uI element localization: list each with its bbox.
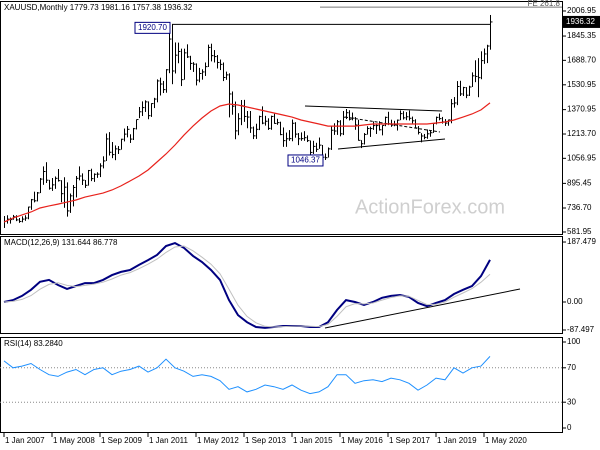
x-tick-label: 1 Jan 2011: [149, 436, 189, 445]
macd-title: MACD(12,26,9) 131.644 86.778: [4, 238, 118, 247]
y-tick-label: 1370.95: [567, 105, 596, 114]
x-tick-label: 1 Sep 2009: [101, 436, 142, 445]
y-tick-label: 581.95: [567, 227, 592, 236]
x-tick-label: 1 May 2012: [197, 436, 239, 445]
annotation-box: [287, 154, 324, 167]
x-tick-label: 1 Jan 2015: [293, 436, 333, 445]
y-tick-label: 70: [567, 363, 576, 372]
y-tick-label: 1845.35: [567, 31, 596, 40]
x-tick-label: 1 May 2016: [341, 436, 383, 445]
y-tick-label: 187.479: [567, 237, 596, 246]
macd-line: [3, 242, 491, 329]
x-tick-label: 1 Sep 2017: [389, 436, 430, 445]
price-title: XAUUSD,Monthly 1779.73 1981.16 1757.38 1…: [4, 3, 193, 12]
y-tick-label: 1213.70: [567, 129, 596, 138]
y-tick-label: 1056.95: [567, 153, 596, 162]
annotation-box: [134, 21, 171, 34]
y-tick-label: 100: [567, 337, 581, 346]
y-tick-label: 736.70: [567, 203, 592, 212]
rsi-panel-frame: [0, 337, 563, 433]
triangle-upper-line: [304, 105, 443, 112]
y-tick-label: 0: [567, 423, 572, 432]
last-price-box: [562, 15, 600, 28]
macd-panel-frame: [0, 236, 563, 334]
triangle-lower-line: [337, 138, 446, 150]
moving-average-line: [3, 102, 491, 223]
x-tick-label: 1 Jan 2007: [5, 436, 45, 445]
price-panel-frame: [0, 1, 563, 235]
x-tick-label: 1 May 2008: [53, 436, 95, 445]
rsi-title: RSI(14) 83.2840: [4, 339, 63, 348]
x-tick-label: 1 Jan 2019: [437, 436, 477, 445]
y-tick-label: 1688.70: [567, 55, 596, 64]
dashed-trend-line: [344, 116, 441, 133]
fe-level-label: FE 261.8: [528, 0, 561, 8]
annotation-label: 1920.70: [138, 23, 167, 32]
y-tick-label: 895.45: [567, 178, 592, 187]
rsi-line: [3, 356, 491, 395]
watermark: ActionForex.com: [355, 196, 505, 218]
y-tick-label: -87.497: [567, 325, 595, 334]
x-tick-label: 1 May 2020: [485, 436, 527, 445]
y-tick-label: 2006.95: [567, 6, 596, 15]
y-tick-label: 0.00: [567, 297, 583, 306]
macd-trend-line: [324, 288, 521, 329]
y-tick-label: 1530.95: [567, 80, 596, 89]
x-tick-label: 1 Sep 2013: [245, 436, 286, 445]
y-tick-label: 30: [567, 397, 576, 406]
signal-line: [3, 245, 491, 328]
annotation-label: 1046.37: [291, 156, 320, 165]
last-price-label: 1936.32: [566, 17, 595, 26]
